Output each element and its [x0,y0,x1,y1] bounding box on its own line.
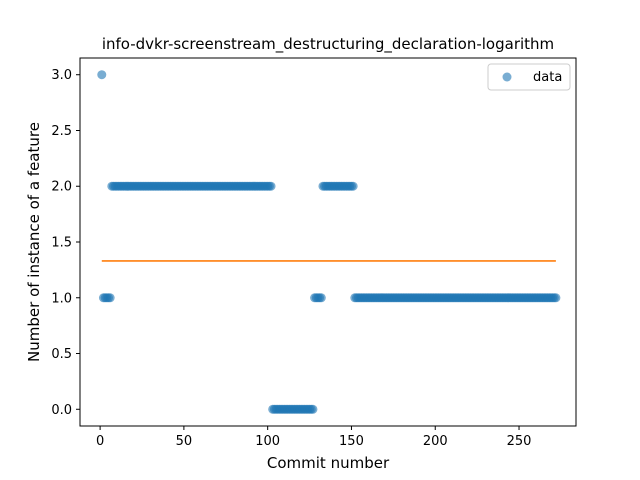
y-tick-label: 2.5 [51,124,72,139]
legend-label: data [533,70,562,85]
x-tick-label: 200 [423,434,448,449]
y-axis-label: Number of instance of a feature [25,122,43,362]
y-tick-label: 1.0 [51,291,72,306]
y-tick-label: 0.5 [51,347,72,362]
x-tick-label: 150 [339,434,364,449]
data-point [308,405,317,414]
x-axis-label: Commit number [267,454,390,472]
y-tick-label: 0.0 [51,403,72,418]
data-point [317,293,326,302]
y-tick-label: 3.0 [51,68,72,83]
x-tick-label: 250 [507,434,532,449]
legend: data [488,64,570,90]
data-point [106,293,115,302]
data-point [267,182,276,191]
data-point [97,70,106,79]
legend-marker [503,73,512,82]
x-tick-label: 50 [176,434,193,449]
chart-title: info-dvkr-screenstream_destructuring_dec… [102,35,554,54]
data-point [551,293,560,302]
y-tick-label: 2.0 [51,180,72,195]
y-tick-label: 1.5 [51,236,72,251]
x-tick-label: 100 [255,434,280,449]
data-point [349,182,358,191]
x-tick-label: 0 [96,434,104,449]
